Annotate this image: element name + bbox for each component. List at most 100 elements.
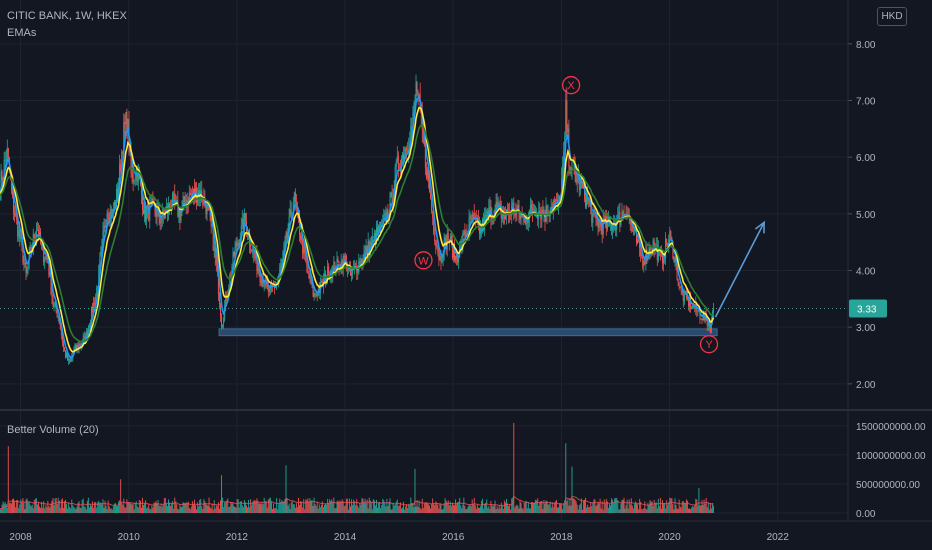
price-candle bbox=[63, 347, 65, 351]
volume-bar bbox=[159, 506, 161, 513]
volume-bar bbox=[174, 497, 176, 513]
price-candle bbox=[460, 241, 462, 245]
volume-bar bbox=[71, 499, 73, 513]
volume-bar bbox=[617, 500, 619, 513]
volume-bar bbox=[552, 507, 554, 513]
currency-button[interactable]: HKD bbox=[877, 7, 907, 26]
price-candle bbox=[56, 310, 58, 318]
price-candle bbox=[93, 302, 95, 313]
volume-bar bbox=[445, 500, 447, 513]
volume-bar bbox=[373, 500, 375, 513]
volume-bar bbox=[308, 502, 310, 513]
volume-bar bbox=[72, 504, 74, 513]
price-candle bbox=[29, 247, 31, 253]
volume-bar bbox=[607, 507, 609, 513]
price-candle bbox=[466, 233, 468, 235]
volume-bar bbox=[124, 507, 126, 513]
price-candle bbox=[252, 249, 254, 252]
price-candle bbox=[529, 204, 531, 211]
volume-bar bbox=[534, 502, 536, 513]
price-candle bbox=[487, 211, 489, 216]
price-candle bbox=[597, 220, 599, 228]
volume-bar bbox=[537, 498, 539, 513]
volume-bar bbox=[466, 508, 468, 513]
price-candle bbox=[591, 207, 593, 223]
volume-bar bbox=[289, 509, 291, 513]
price-candle bbox=[202, 201, 204, 205]
volume-bar bbox=[343, 506, 345, 513]
wave-label: W bbox=[418, 255, 429, 267]
price-candle bbox=[19, 229, 21, 239]
volume-bar bbox=[336, 501, 338, 513]
volume-bar bbox=[215, 505, 217, 513]
price-candle bbox=[612, 228, 614, 230]
price-candle bbox=[216, 264, 218, 271]
price-candle bbox=[663, 258, 665, 264]
price-candle bbox=[4, 159, 6, 161]
volume-bar bbox=[691, 507, 693, 513]
volume-bar bbox=[252, 501, 254, 513]
price-candle bbox=[712, 308, 714, 313]
price-candle bbox=[585, 198, 587, 207]
volume-bar bbox=[256, 498, 258, 513]
volume-bar bbox=[248, 499, 250, 513]
price-candle bbox=[256, 253, 258, 272]
volume-bar bbox=[705, 498, 707, 513]
price-candle bbox=[99, 256, 101, 266]
volume-bar bbox=[418, 500, 420, 513]
volume-bar bbox=[410, 497, 412, 513]
price-candle bbox=[48, 262, 50, 275]
price-candle bbox=[219, 303, 221, 316]
volume-bar bbox=[337, 500, 339, 513]
volume-bar bbox=[359, 502, 361, 513]
volume-bar bbox=[233, 506, 235, 513]
price-candle bbox=[282, 252, 284, 259]
price-candle bbox=[429, 179, 431, 193]
volume-bar bbox=[670, 498, 672, 513]
price-candle bbox=[69, 359, 71, 362]
price-candle bbox=[694, 308, 696, 310]
volume-bar bbox=[591, 506, 593, 513]
price-candle bbox=[33, 233, 35, 239]
price-candle bbox=[464, 231, 466, 239]
volume-bar bbox=[54, 498, 56, 513]
volume-bar bbox=[353, 499, 355, 513]
volume-bar bbox=[81, 499, 83, 513]
volume-bar bbox=[638, 509, 640, 513]
volume-bar bbox=[143, 504, 145, 513]
price-candle bbox=[174, 194, 176, 204]
price-candle bbox=[52, 298, 54, 307]
volume-bar bbox=[115, 506, 117, 513]
volume-bar bbox=[652, 505, 654, 513]
volume-bar bbox=[33, 499, 35, 513]
volume-bar bbox=[73, 507, 75, 513]
price-candle bbox=[689, 297, 691, 307]
volume-bar bbox=[130, 503, 132, 513]
price-candle bbox=[643, 261, 645, 267]
price-candle bbox=[479, 226, 481, 234]
price-candle bbox=[321, 281, 323, 287]
volume-bar bbox=[371, 509, 373, 513]
volume-bar bbox=[184, 503, 186, 513]
price-candle bbox=[225, 294, 227, 306]
volume-bar bbox=[128, 501, 130, 513]
volume-bar bbox=[292, 504, 294, 513]
volume-bar bbox=[7, 446, 9, 513]
price-candle bbox=[337, 258, 339, 263]
volume-bar bbox=[30, 506, 32, 513]
price-candle bbox=[630, 222, 632, 225]
volume-bar bbox=[443, 503, 445, 513]
forecast-arrow-line bbox=[714, 221, 765, 318]
price-candle bbox=[562, 165, 564, 178]
price-candle bbox=[552, 200, 554, 211]
price-candle bbox=[606, 220, 608, 229]
price-candle bbox=[44, 259, 46, 263]
volume-bar bbox=[66, 503, 68, 513]
volume-bar bbox=[370, 502, 372, 513]
price-candle bbox=[623, 214, 625, 216]
volume-bar bbox=[605, 498, 607, 513]
volume-bar bbox=[360, 504, 362, 513]
volume-bar bbox=[201, 506, 203, 513]
volume-bar bbox=[413, 507, 415, 513]
